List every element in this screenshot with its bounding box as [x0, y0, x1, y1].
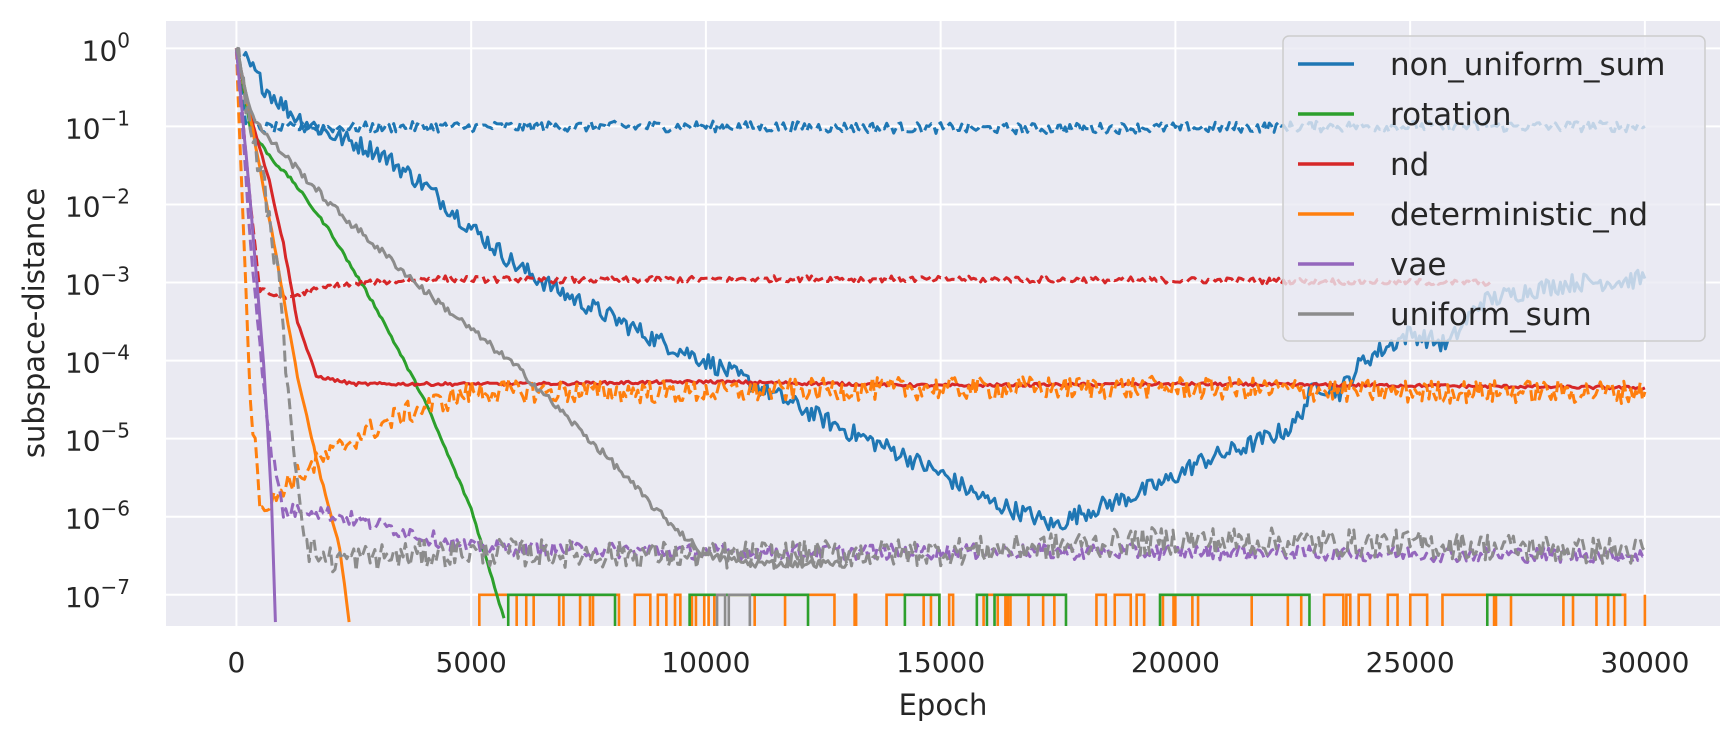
series-line-vae-dashed: [234, 48, 1646, 565]
legend-label-nd: nd: [1390, 147, 1429, 183]
series-line-nd-dashed: [234, 48, 1491, 302]
y-tick-label: 10−1: [65, 106, 130, 145]
series-line-uniform_sum-solid: [234, 47, 849, 569]
x-tick-label: 30000: [1600, 646, 1689, 679]
series-layer: [234, 46, 1647, 626]
series-line-non_uniform_sum-dashed: [234, 52, 1646, 136]
y-tick-label: 100: [82, 28, 130, 67]
series-line-rotation-solid: [237, 55, 506, 619]
legend-label-rotation: rotation: [1390, 97, 1512, 133]
x-tick-label: 0: [228, 646, 246, 679]
x-tick-label: 15000: [896, 646, 985, 679]
legend-label-deterministic_nd: deterministic_nd: [1390, 197, 1648, 233]
y-tick-label: 10−3: [65, 263, 130, 302]
legend-label-non_uniform_sum: non_uniform_sum: [1390, 47, 1665, 83]
legend-box: [1282, 35, 1706, 342]
y-tick-label: 10−4: [65, 341, 130, 380]
x-axis-title: Epoch: [899, 688, 988, 722]
y-tick-label: 10−2: [65, 184, 130, 223]
series-floor-uniform_sum: [715, 593, 752, 626]
tick-labels: 0 5000 10000 15000 20000 25000 30000 100 10−1 10−…: [65, 28, 1690, 679]
series-line-uniform_sum-dashed: [236, 46, 1647, 574]
y-tick-label: 10−7: [65, 575, 130, 614]
x-tick-label: 25000: [1366, 646, 1455, 679]
legend-label-uniform_sum: uniform_sum: [1390, 297, 1592, 333]
x-tick-label: 10000: [661, 646, 750, 679]
y-axis-title: subspace-distance: [17, 188, 51, 458]
y-tick-label: 10−6: [65, 497, 130, 536]
series-line-deterministic_nd-dashed: [234, 48, 1647, 513]
legend-label-vae: vae: [1390, 247, 1446, 283]
legend: non_uniform_sum rotation nd deterministic_n…: [1282, 35, 1706, 342]
x-tick-label: 5000: [436, 646, 507, 679]
series-floor-rotation: [506, 593, 1622, 626]
y-tick-label: 10−5: [65, 419, 130, 458]
x-tick-label: 20000: [1131, 646, 1220, 679]
